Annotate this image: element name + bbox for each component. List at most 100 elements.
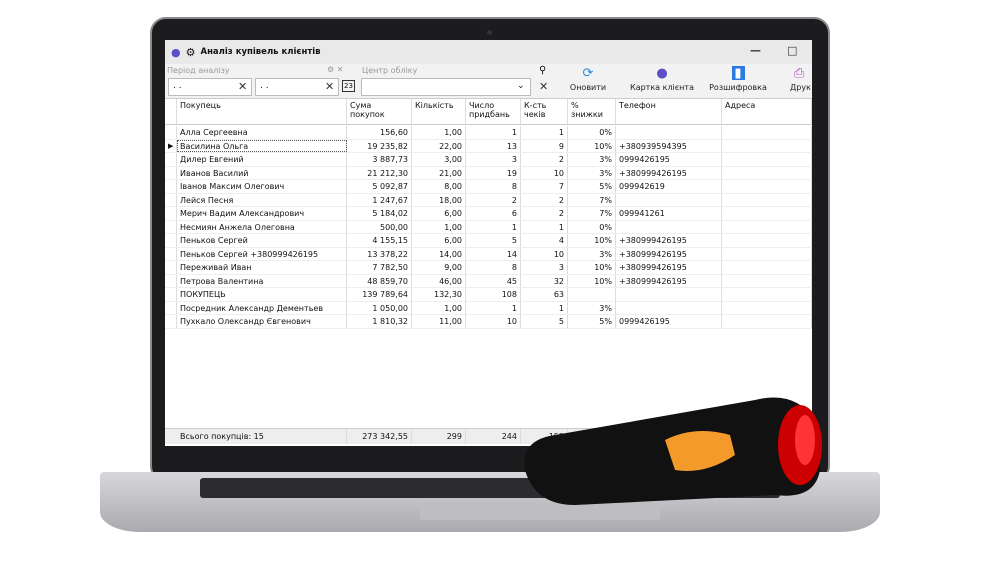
chevron-down-icon[interactable]: ⌄	[517, 81, 525, 91]
table-cell: 9,00	[412, 261, 466, 274]
table-row[interactable]: ПОКУПЕЦЬ 139 789,64 132,30 108 63	[165, 288, 812, 302]
minimize-button[interactable]: —	[750, 44, 761, 57]
column-header[interactable]: % знижки	[568, 99, 616, 124]
table-cell	[722, 193, 812, 206]
refresh-icon: ⟳	[582, 66, 594, 81]
table-row[interactable]: Петрова Валентина 48 859,70 46,00 45 32 10% +3…	[165, 274, 812, 288]
table-cell	[722, 234, 812, 247]
table-row[interactable]: Алла Сергеевна 156,60 1,00 1 1 0%	[165, 126, 812, 140]
table-cell	[722, 126, 812, 139]
table-row[interactable]: Несмиян Анжела Олеговна 500,00 1,00 1 1 0%	[165, 220, 812, 234]
column-header[interactable]: Сума покупок	[347, 99, 412, 124]
table-cell: 2	[521, 207, 568, 220]
table-cell: +380999426195	[616, 261, 722, 274]
table-row[interactable]: Пухкало Олександр Євгенович 1 810,32 11,00…	[165, 315, 812, 329]
webcam	[487, 30, 492, 35]
search-icon[interactable]: ⚲	[539, 65, 547, 76]
table-cell: 8	[466, 180, 521, 193]
table-row[interactable]: Мерич Вадим Александрович 5 184,02 6,00 6 2 7…	[165, 207, 812, 221]
row-marker	[165, 153, 177, 166]
client-card-button[interactable]: ● Картка клієнта	[627, 66, 697, 92]
date-from-input[interactable]: . .	[168, 78, 252, 96]
table-cell: 2	[466, 193, 521, 206]
table-cell: 45	[466, 274, 521, 287]
table-row[interactable]: ▶ Василина Ольга 19 235,82 22,00 13 9 10% +3809…	[165, 139, 812, 153]
table-cell	[722, 315, 812, 328]
table-cell: 7	[521, 180, 568, 193]
footer-cell: 244	[466, 429, 521, 444]
table-cell: Пеньков Сергей	[177, 234, 347, 247]
table-cell: 2	[521, 153, 568, 166]
table-cell: +380999426195	[616, 274, 722, 287]
table-cell: 63	[521, 288, 568, 301]
table-cell: 0%	[568, 126, 616, 139]
table-cell: +380939594395	[616, 139, 722, 152]
table-cell	[722, 261, 812, 274]
maximize-button[interactable]: □	[787, 44, 798, 57]
table-cell	[616, 220, 722, 233]
column-header[interactable]: Адреса	[722, 99, 812, 124]
column-header[interactable]: Число придбань	[466, 99, 521, 124]
column-header[interactable]: Телефон	[616, 99, 722, 124]
table-cell: 46,00	[412, 274, 466, 287]
table-row[interactable]: Переживай Иван 7 782,50 9,00 8 3 10% +38099942…	[165, 261, 812, 275]
table-cell: 099942619	[616, 180, 722, 193]
table-cell	[722, 288, 812, 301]
table-cell: 10%	[568, 234, 616, 247]
footer-cell: 299	[412, 429, 466, 444]
table-cell	[722, 166, 812, 179]
table-cell	[616, 126, 722, 139]
table-cell: 22,00	[412, 139, 466, 152]
column-header[interactable]: Кількість	[412, 99, 466, 124]
table-cell: 108	[466, 288, 521, 301]
table-cell	[722, 274, 812, 287]
table-cell	[722, 220, 812, 233]
table-row[interactable]: Лейся Песня 1 247,67 18,00 2 2 7%	[165, 193, 812, 207]
row-marker	[165, 274, 177, 287]
clear-center-icon[interactable]: ✕	[539, 80, 549, 93]
table-row[interactable]: Пеньков Сергей 4 155,15 6,00 5 4 10% +38099942…	[165, 234, 812, 248]
row-marker	[165, 247, 177, 260]
table-row[interactable]: Посредник Александр Дементьев 1 050,00 1,0…	[165, 301, 812, 315]
row-marker	[165, 301, 177, 314]
breakdown-button[interactable]: ▮ Розшифровка	[709, 66, 767, 92]
table-cell: 5 092,87	[347, 180, 412, 193]
clear-date-to-icon[interactable]: ✕	[325, 80, 335, 93]
table-cell: 9	[521, 139, 568, 152]
calendar-icon[interactable]: 23	[342, 80, 355, 92]
footer-cell: 273 342,55	[347, 429, 412, 444]
table-cell: Несмиян Анжела Олеговна	[177, 220, 347, 233]
table-cell: 2	[521, 193, 568, 206]
table-row[interactable]: Іванов Максим Олегович 5 092,87 8,00 8 7 5% 09…	[165, 180, 812, 194]
row-marker	[165, 315, 177, 328]
chart-icon: ▮	[731, 66, 745, 81]
table-cell: 10%	[568, 274, 616, 287]
table-cell: 13	[466, 139, 521, 152]
table-cell: 10%	[568, 139, 616, 152]
date-to-input[interactable]: . .	[255, 78, 339, 96]
table-cell: 5 184,02	[347, 207, 412, 220]
trackpad	[420, 502, 660, 520]
clear-date-from-icon[interactable]: ✕	[238, 80, 248, 93]
table-cell	[722, 180, 812, 193]
table-row[interactable]: Дилер Евгений 3 887,73 3,00 3 2 3% 0999426195	[165, 153, 812, 167]
column-header[interactable]: Покупець	[177, 99, 347, 124]
column-header[interactable]: К-сть чеків	[521, 99, 568, 124]
table-row[interactable]: Иванов Василий 21 212,30 21,00 19 10 3% +38099…	[165, 166, 812, 180]
period-label: Період аналізу	[167, 66, 230, 75]
gear-icon[interactable]: ⚙	[185, 45, 196, 59]
table-cell: 10	[521, 166, 568, 179]
period-settings-icon[interactable]: ⚙ ✕	[327, 65, 344, 74]
print-button[interactable]: ⎙ Друк	[790, 66, 812, 92]
table-cell	[722, 207, 812, 220]
table-row[interactable]: Пеньков Сергей +380999426195 13 378,22 14,…	[165, 247, 812, 261]
row-marker	[165, 166, 177, 179]
table-cell: 1	[521, 220, 568, 233]
table-cell: 8	[466, 261, 521, 274]
table-cell: 19 235,82	[347, 139, 412, 152]
table-cell: Иванов Василий	[177, 166, 347, 179]
table-cell: 3 887,73	[347, 153, 412, 166]
center-select[interactable]	[361, 78, 531, 96]
table-cell: 19	[466, 166, 521, 179]
refresh-button[interactable]: ⟳ Оновити	[569, 66, 607, 92]
